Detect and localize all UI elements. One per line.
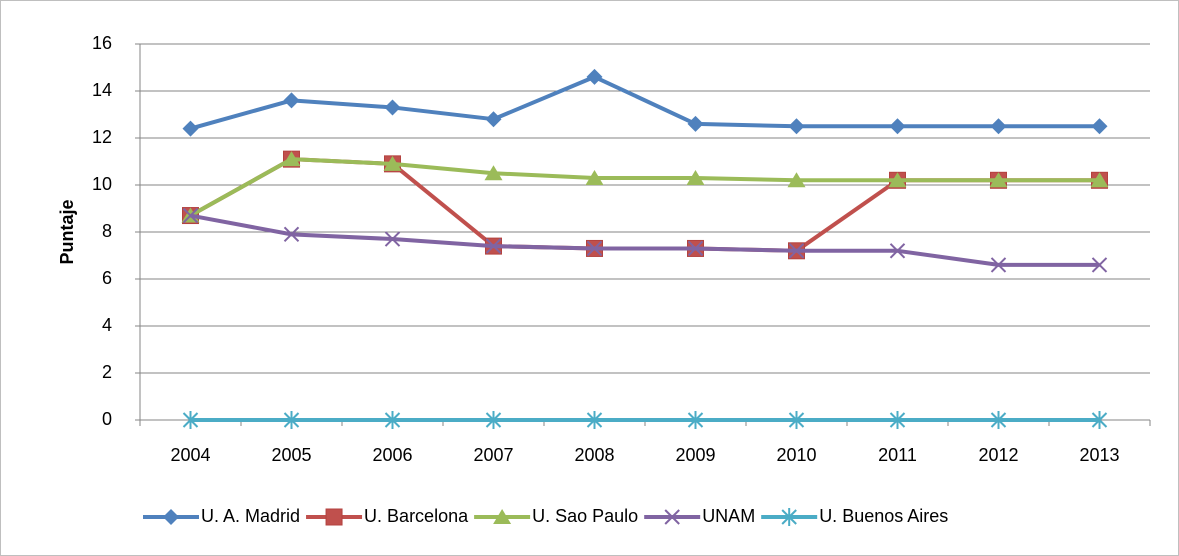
x-tick-label: 2005 bbox=[271, 445, 311, 465]
y-tick-label: 4 bbox=[102, 315, 112, 335]
y-tick-label: 12 bbox=[92, 127, 112, 147]
marker bbox=[888, 172, 907, 188]
marker bbox=[484, 165, 503, 181]
marker bbox=[586, 240, 603, 257]
y-tick-label: 6 bbox=[102, 268, 112, 288]
y-axis-label: Puntaje bbox=[57, 199, 77, 264]
marker bbox=[282, 151, 301, 167]
series-line bbox=[189, 157, 1100, 218]
marker bbox=[686, 169, 705, 185]
marker bbox=[788, 243, 805, 259]
legend-label: UNAM bbox=[702, 506, 755, 526]
x-tick-label: 2007 bbox=[473, 445, 513, 465]
y-tick-label: 0 bbox=[102, 409, 112, 429]
marker bbox=[485, 238, 502, 254]
marker bbox=[283, 92, 300, 109]
marker bbox=[1091, 118, 1108, 135]
x-tick-label: 2008 bbox=[574, 445, 614, 465]
marker bbox=[586, 411, 603, 429]
legend-label: U. Buenos Aires bbox=[819, 506, 948, 526]
marker bbox=[687, 411, 704, 429]
marker bbox=[687, 115, 704, 132]
marker bbox=[485, 111, 502, 128]
legend-label: U. Barcelona bbox=[364, 506, 469, 526]
marker bbox=[889, 118, 906, 135]
legend-label: U. Sao Paulo bbox=[532, 506, 638, 526]
y-tick-label: 8 bbox=[102, 221, 112, 241]
marker bbox=[383, 155, 402, 171]
legend-marker bbox=[781, 508, 797, 526]
legend-marker bbox=[325, 508, 343, 526]
x-tick-label: 2006 bbox=[372, 445, 412, 465]
marker bbox=[1090, 172, 1109, 188]
marker bbox=[1091, 257, 1108, 273]
legend-label: U. A. Madrid bbox=[201, 506, 300, 526]
marker bbox=[687, 240, 704, 257]
legend-marker bbox=[493, 509, 512, 524]
marker bbox=[384, 99, 401, 116]
series-line bbox=[189, 74, 1100, 131]
y-tick-label: 16 bbox=[92, 33, 112, 53]
legend-marker bbox=[664, 509, 680, 525]
marker bbox=[283, 226, 300, 243]
x-tick-label: 2011 bbox=[878, 445, 917, 465]
legend-marker bbox=[163, 509, 179, 525]
y-tick-label: 10 bbox=[92, 174, 112, 194]
marker bbox=[182, 120, 199, 137]
marker bbox=[787, 172, 806, 188]
marker bbox=[788, 411, 805, 429]
marker bbox=[586, 68, 603, 85]
marker bbox=[889, 243, 906, 259]
x-tick-label: 2010 bbox=[776, 445, 816, 465]
marker bbox=[990, 118, 1007, 135]
marker bbox=[889, 411, 906, 429]
marker bbox=[384, 231, 401, 247]
marker bbox=[283, 411, 300, 429]
series-line bbox=[190, 213, 1100, 267]
x-tick-label: 2009 bbox=[675, 445, 715, 465]
marker bbox=[182, 207, 199, 224]
x-tick-label: 2004 bbox=[170, 445, 210, 465]
marker bbox=[384, 411, 401, 429]
y-tick-label: 2 bbox=[102, 362, 112, 382]
x-tick-label: 2012 bbox=[978, 445, 1018, 465]
marker bbox=[990, 411, 1007, 429]
marker bbox=[585, 169, 604, 185]
marker bbox=[485, 411, 502, 429]
marker bbox=[182, 411, 199, 429]
marker bbox=[788, 118, 805, 135]
x-tick-label: 2013 bbox=[1079, 445, 1119, 465]
marker bbox=[989, 172, 1008, 188]
marker bbox=[1091, 411, 1108, 429]
y-tick-label: 14 bbox=[92, 80, 112, 100]
marker bbox=[990, 257, 1007, 273]
